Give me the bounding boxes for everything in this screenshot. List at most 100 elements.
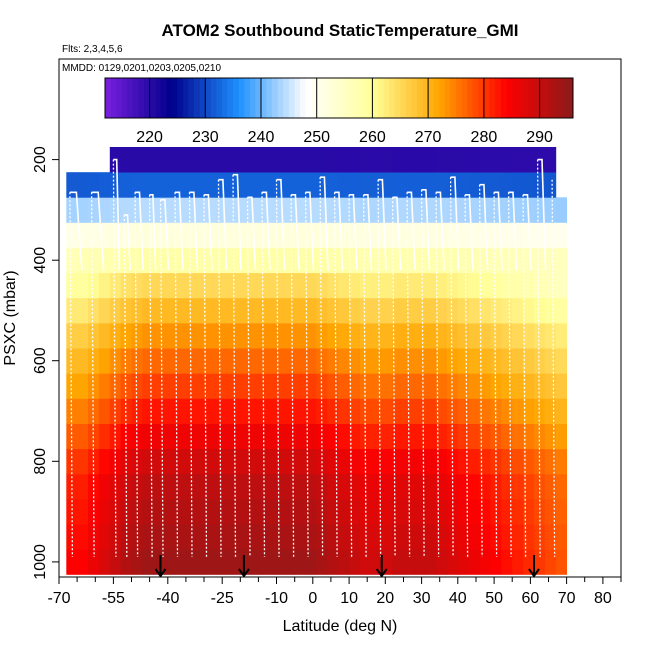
heatmap-cell xyxy=(414,473,426,500)
heatmap-cell xyxy=(327,398,339,424)
colorbar-swatch xyxy=(545,78,552,118)
heatmap-cell xyxy=(468,297,480,324)
heatmap-cell xyxy=(218,297,230,324)
heatmap-cell xyxy=(131,499,143,525)
heatmap-cell xyxy=(240,272,252,299)
heatmap-cell xyxy=(544,323,557,349)
heatmap-cell xyxy=(555,348,567,374)
heatmap-cell xyxy=(175,297,187,324)
colorbar-swatch xyxy=(411,78,418,118)
heatmap-cell xyxy=(523,473,535,500)
flight-track-segment xyxy=(135,191,144,271)
colorbar-swatch xyxy=(567,78,574,118)
colorbar-swatch xyxy=(160,78,167,118)
heatmap-cell xyxy=(403,297,415,324)
heatmap-cell xyxy=(120,348,132,374)
heatmap-cell xyxy=(370,247,383,274)
heatmap-cell xyxy=(425,348,437,374)
heatmap-cell xyxy=(349,473,361,500)
heatmap-cell xyxy=(436,448,448,475)
heatmap-cell xyxy=(381,473,393,500)
heatmap-cell xyxy=(229,373,241,399)
colorbar-swatch xyxy=(327,78,334,118)
heatmap-cell xyxy=(196,373,209,399)
heatmap-cell xyxy=(218,172,230,198)
heatmap-cell xyxy=(251,297,263,324)
heatmap-cell xyxy=(425,247,437,274)
heatmap-cell xyxy=(196,247,209,274)
plot-frame xyxy=(58,58,622,578)
heatmap-cell xyxy=(153,373,165,399)
heatmap-cell xyxy=(392,297,404,324)
heatmap-cell xyxy=(207,499,219,525)
heatmap-cell xyxy=(490,297,502,324)
heatmap-cell xyxy=(544,398,557,424)
flight-track-profile xyxy=(551,179,556,557)
heatmap-cell xyxy=(544,272,557,299)
heatmap-cell xyxy=(196,448,209,475)
heatmap-cell xyxy=(447,398,459,424)
flight-track-segment xyxy=(363,194,373,271)
heatmap-cell xyxy=(262,272,274,299)
heatmap-cell xyxy=(370,147,383,173)
heatmap-cell xyxy=(555,197,567,223)
heatmap-cell xyxy=(403,499,415,525)
heatmap-cell xyxy=(555,398,567,424)
heatmap-cell xyxy=(501,147,513,173)
heatmap-cell xyxy=(131,197,143,223)
heatmap-cell xyxy=(131,373,143,399)
heatmap-cell xyxy=(523,423,535,450)
colorbar-swatch xyxy=(294,78,301,118)
heatmap-cell xyxy=(88,172,100,198)
colorbar-swatch xyxy=(461,78,468,118)
colorbar-swatch xyxy=(478,78,485,118)
heatmap-cell xyxy=(109,172,122,198)
heatmap-cell xyxy=(544,348,557,374)
heatmap-cell xyxy=(153,549,165,575)
heatmap-cell xyxy=(262,549,274,575)
heatmap-cell xyxy=(120,549,132,575)
heatmap-cell xyxy=(316,297,328,324)
heatmap-cell xyxy=(468,473,480,500)
colorbar-swatch xyxy=(138,78,145,118)
heatmap-cell xyxy=(218,549,230,575)
colorbar-swatch xyxy=(389,78,396,118)
heatmap-cell xyxy=(207,247,219,274)
heatmap-cell xyxy=(98,323,111,349)
heatmap-cell xyxy=(392,147,404,173)
heatmap-cell xyxy=(523,348,535,374)
heatmap-cell xyxy=(370,549,383,575)
heatmap-cell xyxy=(240,222,252,248)
heatmap-cell xyxy=(240,373,252,399)
heatmap-cell xyxy=(175,499,187,525)
flight-track-profile xyxy=(69,192,74,557)
heatmap-cell xyxy=(283,549,296,575)
heatmap-cell xyxy=(512,549,524,575)
heatmap-cell xyxy=(175,549,187,575)
colorbar-swatch xyxy=(422,78,429,118)
heatmap-cell xyxy=(457,147,470,173)
heatmap-cell xyxy=(294,147,306,173)
heatmap-cell xyxy=(403,272,415,299)
heatmap-cell xyxy=(490,197,502,223)
heatmap-cell xyxy=(523,272,535,299)
heatmap-cell xyxy=(512,423,524,450)
heatmap-cell xyxy=(468,423,480,450)
heatmap-cell xyxy=(425,549,437,575)
heatmap-cell xyxy=(283,272,296,299)
colorbar-swatch xyxy=(522,78,529,118)
heatmap-cell xyxy=(501,197,513,223)
heatmap-cell xyxy=(447,272,459,299)
heatmap-cell xyxy=(272,297,285,324)
heatmap-cell xyxy=(370,348,383,374)
heatmap-cell xyxy=(196,147,209,173)
heatmap-cell xyxy=(305,499,317,525)
heatmap-cell xyxy=(447,549,459,575)
heatmap-cell xyxy=(305,247,317,274)
heatmap-cell xyxy=(164,297,176,324)
heatmap-cell xyxy=(131,549,143,575)
heatmap-cell xyxy=(207,549,219,575)
heatmap-cell xyxy=(153,448,165,475)
heatmap-cell xyxy=(316,147,328,173)
heatmap-cell xyxy=(142,373,154,399)
